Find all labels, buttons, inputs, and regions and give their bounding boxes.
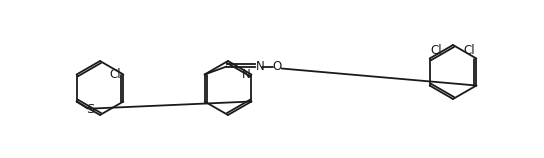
Text: Cl: Cl	[431, 43, 442, 57]
Text: N: N	[256, 60, 264, 73]
Text: Cl: Cl	[110, 68, 121, 81]
Text: O: O	[272, 60, 281, 73]
Text: S: S	[86, 103, 95, 116]
Text: N: N	[242, 68, 250, 81]
Text: Cl: Cl	[463, 43, 475, 57]
